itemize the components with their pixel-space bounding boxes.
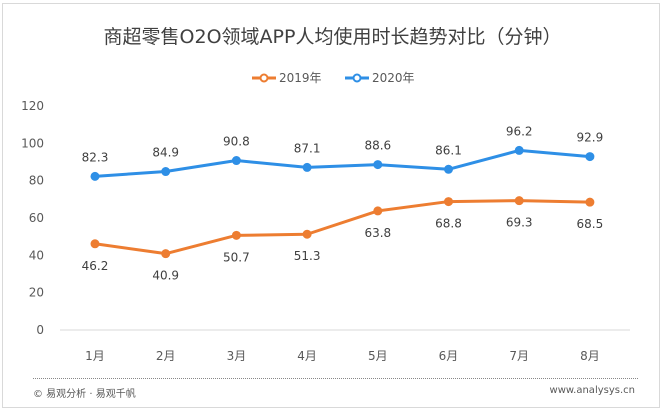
x-tick-label: 3月 bbox=[227, 349, 247, 363]
data-point bbox=[444, 164, 453, 174]
x-tick-label: 8月 bbox=[580, 349, 600, 363]
data-label: 63.8 bbox=[364, 226, 391, 240]
data-label: 68.8 bbox=[435, 217, 462, 231]
data-point bbox=[231, 230, 241, 240]
y-tick-label: 120 bbox=[21, 99, 44, 113]
data-point bbox=[585, 152, 595, 162]
data-label: 86.1 bbox=[435, 143, 462, 157]
legend-label: 2020年 bbox=[372, 71, 415, 85]
legend-marker-2020年 bbox=[352, 73, 362, 83]
data-point bbox=[90, 239, 100, 249]
data-label: 84.9 bbox=[152, 146, 179, 160]
data-point bbox=[514, 145, 524, 155]
y-tick-label: 0 bbox=[36, 323, 44, 337]
data-label: 68.5 bbox=[577, 217, 604, 231]
legend-marker-2019年 bbox=[259, 73, 269, 83]
data-point bbox=[161, 249, 171, 259]
data-label: 96.2 bbox=[506, 124, 533, 138]
x-tick-label: 1月 bbox=[85, 349, 105, 363]
data-point bbox=[231, 156, 241, 166]
data-label: 40.9 bbox=[152, 269, 179, 283]
data-point bbox=[90, 171, 100, 181]
data-label: 88.6 bbox=[364, 139, 391, 153]
data-label: 69.3 bbox=[506, 216, 533, 230]
footer-divider bbox=[33, 378, 638, 379]
y-tick-label: 100 bbox=[21, 136, 44, 150]
data-point bbox=[373, 206, 383, 216]
data-label: 82.3 bbox=[82, 150, 109, 164]
data-label: 90.8 bbox=[223, 135, 250, 149]
x-tick-label: 7月 bbox=[509, 349, 529, 363]
data-point bbox=[302, 162, 312, 172]
y-tick-label: 80 bbox=[29, 174, 44, 188]
footer-url: www.analysys.cn bbox=[549, 385, 635, 396]
data-point bbox=[373, 160, 383, 170]
footer-source: © 易观分析 · 易观千帆 bbox=[33, 389, 136, 400]
data-label: 51.3 bbox=[294, 249, 321, 263]
data-point bbox=[161, 167, 171, 177]
y-tick-label: 40 bbox=[29, 248, 44, 262]
chart-title: 商超零售O2O领域APP人均使用时长趋势对比（分钟） bbox=[103, 26, 562, 48]
y-tick-label: 60 bbox=[29, 211, 44, 225]
data-label: 50.7 bbox=[223, 250, 250, 264]
data-label: 46.2 bbox=[82, 259, 109, 273]
series-line-2020年 bbox=[94, 148, 591, 178]
data-point bbox=[514, 196, 524, 206]
chart-frame bbox=[2, 3, 660, 408]
x-tick-label: 6月 bbox=[439, 349, 459, 363]
y-tick-label: 20 bbox=[29, 286, 44, 300]
x-tick-label: 4月 bbox=[297, 349, 317, 363]
data-label: 87.1 bbox=[294, 141, 321, 155]
legend-label: 2019年 bbox=[279, 71, 322, 85]
x-tick-label: 5月 bbox=[368, 349, 388, 363]
data-point bbox=[585, 197, 595, 207]
x-tick-label: 2月 bbox=[156, 349, 176, 363]
data-point bbox=[444, 197, 453, 207]
series-line-2019年 bbox=[94, 199, 590, 256]
data-label: 92.9 bbox=[577, 131, 604, 145]
data-point bbox=[302, 229, 312, 239]
